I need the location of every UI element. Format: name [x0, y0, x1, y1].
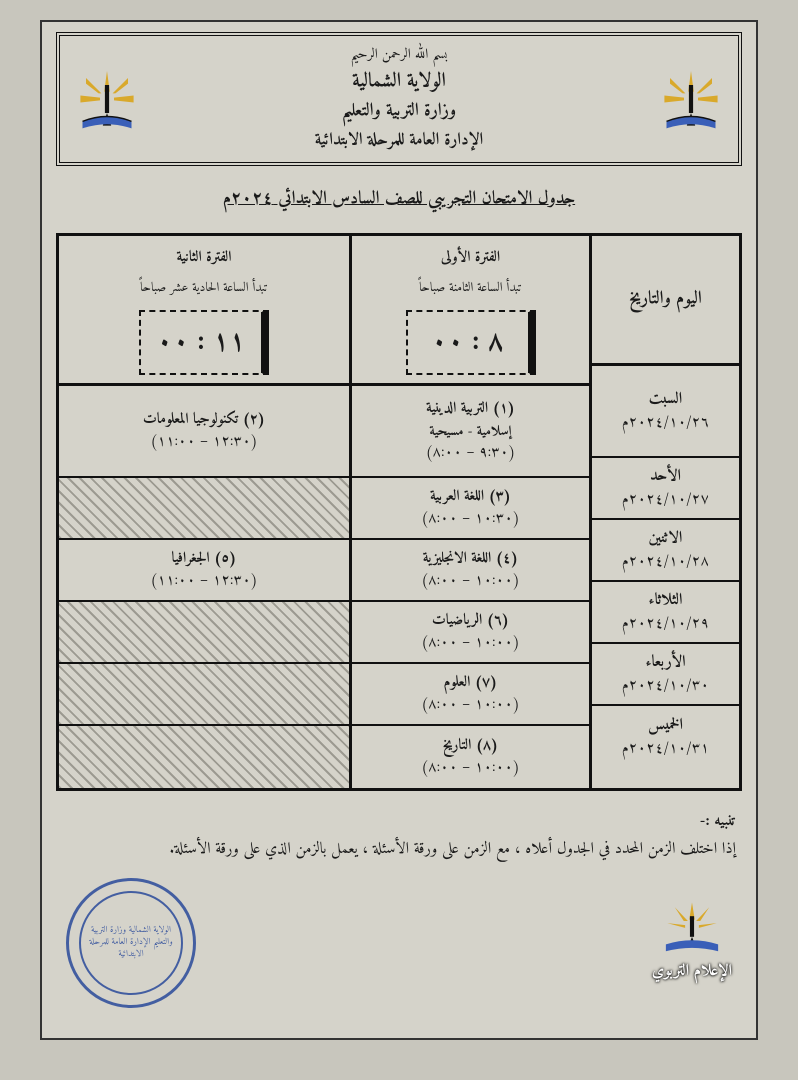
subject-time: (١٢:٣٠ – ١١:٠٠) — [67, 431, 341, 454]
subject-time: (٩:٣٠ – ٨:٠٠) — [360, 442, 581, 465]
period2-cell: (٢) تكنولوجيا المعلومات(١٢:٣٠ – ١١:٠٠) — [59, 386, 349, 478]
period2-title: الفترة الثانية — [67, 244, 341, 271]
subject-name: (١) التربية الدينية — [360, 398, 581, 421]
media-logo-icon — [657, 899, 727, 954]
media-logo-label: الإعلام التربوي — [652, 958, 732, 986]
schedule-title: جدول الامتحان التجريبي للصف السادس الابت… — [56, 184, 742, 215]
header-line-2: وزارة التربية والتعليم — [152, 98, 646, 127]
ministry-logo-right — [656, 64, 726, 134]
stamp-text: الولاية الشمالية وزارة التربية والتعليم … — [69, 925, 193, 960]
document-page: بسم الله الرحمن الرحيم الولاية الشمالية … — [40, 20, 758, 1040]
notice-body: إذا اختلف الزمن المحدد في الجدول أعلاه ،… — [169, 836, 736, 864]
bismillah: بسم الله الرحمن الرحيم — [152, 44, 646, 66]
media-logo: الإعلام التربوي — [652, 899, 732, 986]
period2-cell-empty — [59, 664, 349, 726]
header-period-1: الفترة الأولى تبدأ الساعة الثامنة صباحاً… — [352, 236, 589, 386]
header-period-2: الفترة الثانية تبدأ الساعة الحادية عشر ص… — [59, 236, 349, 386]
period1-clock: ٨ : ٠٠ — [406, 310, 536, 375]
date-cell: الأربعاء٢٠٢٤/١٠/٣٠م — [592, 644, 739, 706]
period1-cell: (١) التربية الدينيةإسلامية - مسيحية(٩:٣٠… — [352, 386, 589, 478]
header-text: بسم الله الرحمن الرحيم الولاية الشمالية … — [152, 44, 646, 154]
date-string: ٢٠٢٤/١٠/٢٨م — [600, 551, 731, 574]
period2-cell-empty — [59, 726, 349, 788]
subject-time: (١٢:٣٠ – ١١:٠٠) — [67, 570, 341, 593]
subject-time: (١٠:٠٠ – ٨:٠٠) — [360, 632, 581, 655]
column-date: اليوم والتاريخ السبت٢٠٢٤/١٠/٢٦مالأحد٢٠٢٤… — [589, 236, 739, 788]
column-period-1: الفترة الأولى تبدأ الساعة الثامنة صباحاً… — [349, 236, 589, 788]
date-string: ٢٠٢٤/١٠/٢٧م — [600, 489, 731, 512]
notice: تنبيه :- إذا اختلف الزمن المحدد في الجدو… — [56, 809, 742, 863]
official-stamp: الولاية الشمالية وزارة التربية والتعليم … — [66, 878, 196, 1008]
subject-time: (١٠:٠٠ – ٨:٠٠) — [360, 694, 581, 717]
date-cell: الأحد٢٠٢٤/١٠/٢٧م — [592, 458, 739, 520]
notice-title: تنبيه :- — [700, 808, 736, 836]
period2-clock: ١١ : ٠٠ — [139, 310, 269, 375]
date-string: ٢٠٢٤/١٠/٣١م — [600, 738, 731, 761]
period1-cell: (٤) اللغة الانجليزية(١٠:٠٠ – ٨:٠٠) — [352, 540, 589, 602]
period1-cell: (٣) اللغة العربية(١٠:٣٠ – ٨:٠٠) — [352, 478, 589, 540]
period1-cell: (٨) التاريخ(١٠:٠٠ – ٨:٠٠) — [352, 726, 589, 788]
period2-cell-empty — [59, 602, 349, 664]
date-string: ٢٠٢٤/١٠/٢٦م — [600, 412, 731, 435]
column-period-2: الفترة الثانية تبدأ الساعة الحادية عشر ص… — [59, 236, 349, 788]
date-string: ٢٠٢٤/١٠/٣٠م — [600, 675, 731, 698]
period2-cell: (٥) الجغرافيا(١٢:٣٠ – ١١:٠٠) — [59, 540, 349, 602]
subject-time: (١٠:٣٠ – ٨:٠٠) — [360, 508, 581, 531]
period1-cell: (٦) الرياضيات(١٠:٠٠ – ٨:٠٠) — [352, 602, 589, 664]
period2-subtitle: تبدأ الساعة الحادية عشر صباحاً — [67, 277, 341, 300]
ministry-logo-left — [72, 64, 142, 134]
header-date-label: اليوم والتاريخ — [600, 284, 731, 315]
date-string: ٢٠٢٤/١٠/٢٩م — [600, 613, 731, 636]
date-cell: السبت٢٠٢٤/١٠/٢٦م — [592, 366, 739, 458]
subject-time: (١٠:٠٠ – ٨:٠٠) — [360, 757, 581, 780]
header-date: اليوم والتاريخ — [592, 236, 739, 366]
period1-subtitle: تبدأ الساعة الثامنة صباحاً — [360, 277, 581, 300]
period1-cell: (٧) العلوم(١٠:٠٠ – ٨:٠٠) — [352, 664, 589, 726]
header-box: بسم الله الرحمن الرحيم الولاية الشمالية … — [56, 32, 742, 166]
period1-title: الفترة الأولى — [360, 244, 581, 271]
subject-time: (١٠:٠٠ – ٨:٠٠) — [360, 570, 581, 593]
schedule-table: اليوم والتاريخ السبت٢٠٢٤/١٠/٢٦مالأحد٢٠٢٤… — [56, 233, 742, 791]
date-cell: الاثنين٢٠٢٤/١٠/٢٨م — [592, 520, 739, 582]
header-line-1: الولاية الشمالية — [152, 66, 646, 98]
header-line-3: الإدارة العامة للمرحلة الابتدائية — [152, 127, 646, 154]
footer: الإعلام التربوي الولاية الشمالية وزارة ا… — [56, 878, 742, 1008]
date-cell: الثلاثاء٢٠٢٤/١٠/٢٩م — [592, 582, 739, 644]
date-cell: الخميس٢٠٢٤/١٠/٣١م — [592, 706, 739, 768]
period2-cell-empty — [59, 478, 349, 540]
